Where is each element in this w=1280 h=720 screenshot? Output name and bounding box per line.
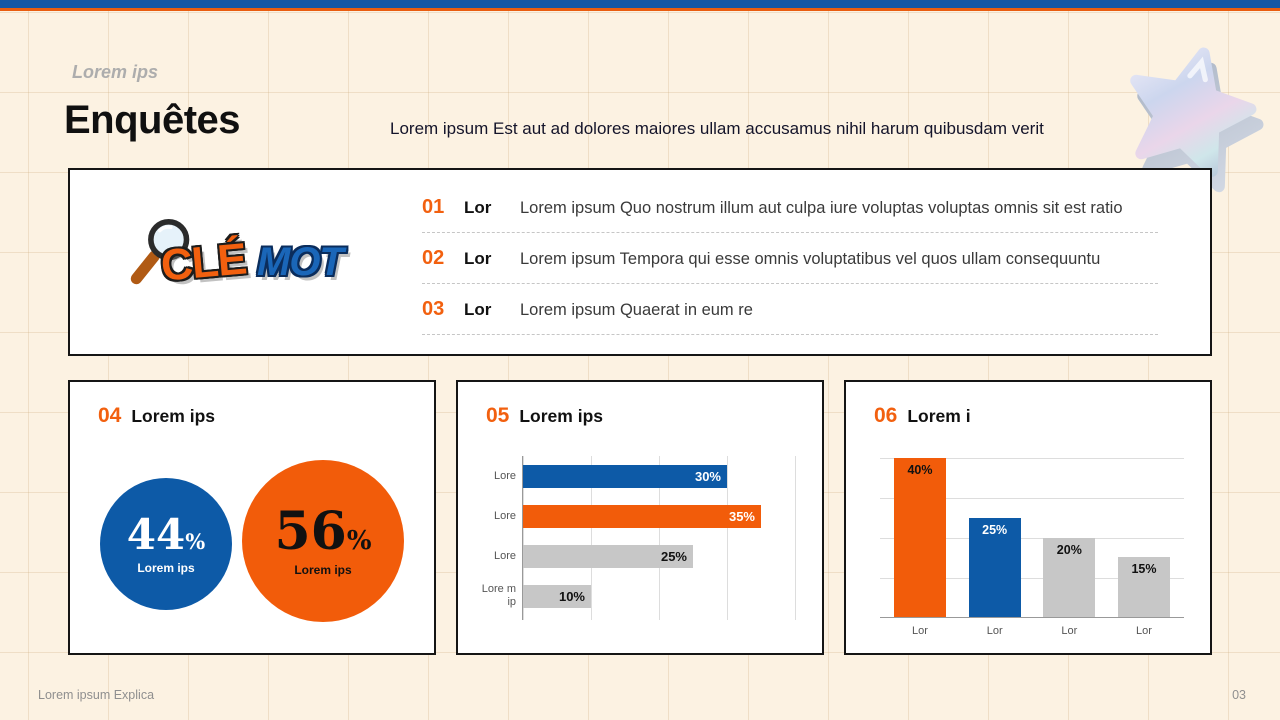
list-item-text: Lorem ipsum Tempora qui esse omnis volup…	[520, 250, 1101, 268]
star-icon	[1130, 47, 1264, 193]
hbar-row: 30%	[523, 456, 795, 496]
bar: 40%	[894, 458, 946, 617]
keyword-box: CLÉ MOT 01 Lor Lorem ipsum Quo nostrum i…	[68, 168, 1212, 356]
list-item-text: Lorem ipsum Quo nostrum illum aut culpa …	[520, 199, 1123, 217]
subtitle: Lorem ipsum Est aut ad dolores maiores u…	[390, 119, 1044, 138]
vbar-category-label: Lor	[1136, 625, 1152, 637]
panel-hbar: 05 Lorem ips Lore Lore Lore Lore m ip 30% 35…	[456, 380, 824, 655]
bar: 30%	[523, 464, 727, 488]
vbar-chart: 40% 25% 20% 15% Lor Lor Lor Lor	[880, 458, 1184, 637]
vbar-category-label: Lor	[986, 625, 1003, 637]
stat-value: 44%	[127, 513, 206, 556]
bar: 25%	[523, 544, 693, 568]
page-number: 03	[1232, 688, 1246, 702]
hbar-row: 10%	[523, 576, 795, 616]
keyword-word-cle: CLÉ	[158, 234, 248, 291]
stat-label: Lorem ips	[137, 560, 195, 575]
panel-header: 06 Lorem i	[874, 404, 971, 428]
bar-value-label: 20%	[1056, 542, 1082, 557]
hbar-category-label: Lore	[493, 469, 516, 482]
top-bar-blue	[0, 0, 1280, 8]
panel-number: 04	[98, 404, 122, 427]
panel-title: Lorem ips	[519, 406, 603, 426]
circles-area: 44% Lorem ips 56% Lorem ips	[70, 452, 434, 642]
vbar-category-label: Lor	[1061, 625, 1078, 637]
panel-number: 05	[486, 404, 510, 427]
bar: 20%	[1043, 537, 1096, 617]
stat-value-number: 56	[274, 500, 347, 562]
stat-value-unit: %	[185, 528, 206, 554]
list-item: 02 Lor Lorem ipsum Tempora qui esse omni…	[422, 233, 1158, 284]
list-item-label: Lor	[464, 300, 492, 319]
panel-header: 04 Lorem ips	[98, 404, 215, 428]
hbar-category-label: Lore m ip	[481, 583, 516, 608]
kicker: Lorem ips	[72, 62, 159, 82]
hbar-plot: 30% 35% 25% 10%	[522, 456, 796, 620]
hbar-chart: Lore Lore Lore Lore m ip 30% 35% 25% 10%	[474, 456, 796, 620]
panel-header: 05 Lorem ips	[486, 404, 603, 428]
list-item: 01 Lor Lorem ipsum Quo nostrum illum aut…	[422, 182, 1158, 233]
bar-value-label: 10%	[558, 588, 585, 604]
stat-label: Lorem ips	[294, 562, 352, 577]
hbar-labels: Lore Lore Lore Lore m ip	[474, 456, 522, 620]
panel-title: Lorem ips	[131, 406, 215, 426]
bar-value-label: 25%	[982, 522, 1008, 537]
top-bar-orange	[0, 8, 1280, 11]
stat-circle-0: 44% Lorem ips	[100, 478, 232, 610]
bar-value-label: 35%	[728, 508, 755, 524]
hbar-row: 25%	[523, 536, 795, 576]
bar: 25%	[968, 517, 1021, 617]
hbar-category-label: Lore	[493, 509, 516, 522]
hbar-row: 35%	[523, 496, 795, 536]
footer-text: Lorem ipsum Explica	[38, 688, 155, 702]
bar-value-label: 30%	[694, 468, 721, 484]
page-title: Enquêtes	[64, 98, 241, 142]
bar: 35%	[523, 504, 761, 528]
bar-value-label: 25%	[660, 548, 687, 564]
stat-value-unit: %	[346, 525, 372, 556]
list-item-label: Lor	[464, 198, 492, 217]
list-item-label: Lor	[464, 249, 492, 268]
magnifier-icon	[130, 219, 190, 285]
bar-value-label: 40%	[907, 463, 933, 477]
list-item-text: Lorem ipsum Quaerat in eum re	[520, 301, 753, 319]
bar: 15%	[1117, 557, 1170, 617]
stat-value: 56%	[274, 505, 372, 558]
vbar-plot: 40% 25% 20% 15%	[880, 458, 1184, 618]
panel-circles: 04 Lorem ips 44% Lorem ips 56% Lorem ips	[68, 380, 436, 655]
star-decoration-icon	[1104, 29, 1280, 214]
keyword-word-mot: MOT	[257, 240, 344, 284]
hbar-category-label: Lore	[493, 549, 516, 562]
panel-title: Lorem i	[907, 406, 971, 426]
bar: 10%	[523, 584, 591, 608]
list-item: 03 Lor Lorem ipsum Quaerat in eum re	[422, 284, 1158, 335]
list-item-number: 03	[422, 298, 445, 320]
bar-value-label: 15%	[1131, 562, 1157, 577]
keyword-list: 01 Lor Lorem ipsum Quo nostrum illum aut…	[422, 182, 1158, 335]
stat-circle-1: 56% Lorem ips	[242, 460, 404, 622]
stat-value-number: 44	[126, 509, 186, 559]
vbar-category-label: Lor	[912, 625, 928, 637]
list-item-number: 02	[422, 247, 445, 269]
panel-number: 06	[874, 404, 898, 427]
panel-vbar: 06 Lorem i 40% 25% 20% 15% Lor Lor Lor Lor	[844, 380, 1212, 655]
list-item-number: 01	[422, 196, 445, 218]
keyword-logo: CLÉ MOT	[115, 212, 425, 322]
vbar-cats: Lor Lor Lor Lor	[880, 618, 1184, 637]
